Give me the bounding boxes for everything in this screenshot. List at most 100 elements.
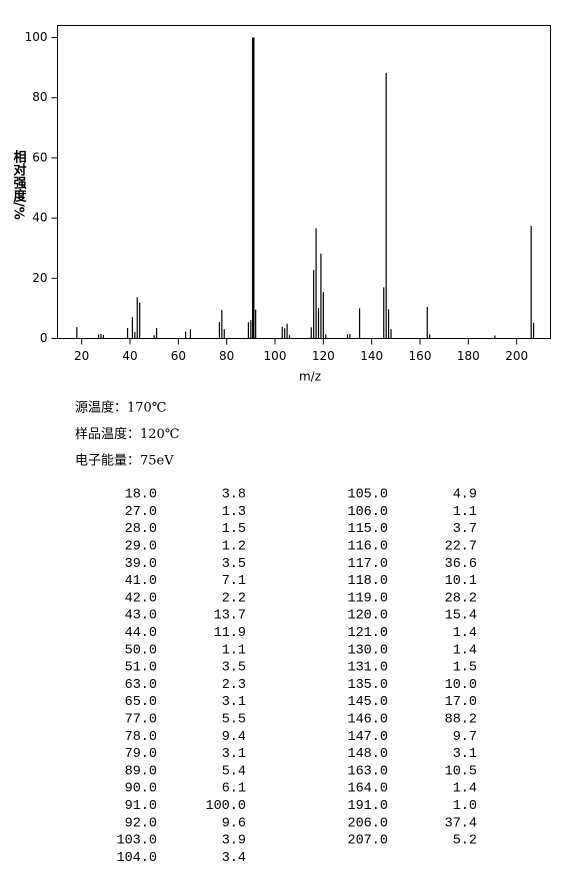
intensity-cell: 3.5 bbox=[222, 557, 246, 572]
mz-cell: 117.0 bbox=[347, 557, 388, 572]
mz-cell: 91.0 bbox=[125, 799, 157, 814]
intensity-cell: 22.7 bbox=[445, 539, 477, 554]
intensity-cell: 1.3 bbox=[222, 505, 246, 520]
mz-cell: 44.0 bbox=[125, 626, 157, 641]
bar bbox=[390, 329, 392, 339]
mz-cell: 27.0 bbox=[125, 505, 157, 520]
x-tick-label: 100 bbox=[264, 349, 287, 363]
y-tick-label: 80 bbox=[32, 90, 47, 104]
intensity-cell: 3.9 bbox=[222, 834, 246, 849]
bar bbox=[322, 292, 324, 339]
x-tick-label: 120 bbox=[312, 349, 335, 363]
mz-cell: 121.0 bbox=[347, 626, 388, 641]
bar bbox=[313, 270, 315, 339]
bar bbox=[76, 327, 78, 339]
intensity-cell: 2.3 bbox=[222, 678, 246, 693]
bar bbox=[310, 327, 312, 339]
intensity-cell: 37.4 bbox=[445, 816, 477, 831]
intensity-cell: 9.6 bbox=[222, 816, 246, 831]
bar bbox=[250, 320, 252, 339]
mz-cell: 147.0 bbox=[347, 730, 388, 745]
mz-cell: 51.0 bbox=[125, 661, 157, 676]
bar bbox=[247, 322, 250, 339]
intensity-cell: 3.8 bbox=[222, 488, 246, 503]
x-tick-label: 40 bbox=[122, 349, 137, 363]
mz-cell: 29.0 bbox=[125, 539, 157, 554]
intensity-cell: 28.2 bbox=[445, 591, 477, 606]
x-tick-label: 60 bbox=[171, 349, 186, 363]
mz-cell: 63.0 bbox=[125, 678, 157, 693]
bar bbox=[136, 297, 138, 339]
intensity-cell: 13.7 bbox=[214, 609, 246, 624]
bar bbox=[358, 308, 361, 339]
intensity-cell: 3.1 bbox=[222, 747, 246, 762]
bar bbox=[102, 334, 105, 339]
bar bbox=[184, 331, 187, 339]
bar bbox=[134, 331, 136, 339]
bar bbox=[281, 326, 283, 339]
bar bbox=[385, 73, 387, 339]
x-tick-label: 160 bbox=[409, 349, 432, 363]
x-tick-label: 180 bbox=[457, 349, 480, 363]
x-tick-label: 140 bbox=[360, 349, 383, 363]
mz-cell: 41.0 bbox=[125, 574, 157, 589]
bar bbox=[223, 329, 225, 339]
y-tick-label: 20 bbox=[32, 271, 47, 285]
bar bbox=[100, 333, 102, 339]
bar bbox=[387, 309, 390, 339]
mz-cell: 89.0 bbox=[125, 764, 157, 779]
bar bbox=[429, 334, 431, 339]
plot-frame bbox=[57, 25, 551, 339]
mz-cell: 79.0 bbox=[125, 747, 157, 762]
mz-cell: 118.0 bbox=[347, 574, 388, 589]
intensity-cell: 3.4 bbox=[222, 851, 246, 866]
bar bbox=[426, 306, 428, 339]
y-tick-label: 0 bbox=[40, 331, 48, 345]
intensity-cell: 9.7 bbox=[453, 730, 477, 745]
condition: 源温度：170℃ bbox=[75, 400, 166, 416]
intensity-cell: 3.1 bbox=[222, 695, 246, 710]
bar bbox=[317, 308, 320, 339]
bar bbox=[189, 329, 192, 339]
intensity-cell: 1.5 bbox=[222, 522, 246, 537]
mz-cell: 120.0 bbox=[347, 609, 388, 624]
bar bbox=[320, 253, 322, 339]
mz-cell: 42.0 bbox=[125, 591, 157, 606]
mz-cell: 146.0 bbox=[347, 712, 388, 727]
mz-cell: 145.0 bbox=[347, 695, 388, 710]
bar bbox=[155, 327, 158, 339]
mz-cell: 206.0 bbox=[347, 816, 388, 831]
intensity-cell: 1.4 bbox=[453, 626, 477, 641]
bar bbox=[315, 228, 317, 339]
intensity-cell: 7.1 bbox=[222, 574, 246, 589]
mz-cell: 103.0 bbox=[116, 834, 157, 849]
x-tick-label: 20 bbox=[74, 349, 89, 363]
intensity-cell: 3.1 bbox=[453, 747, 477, 762]
mz-cell: 131.0 bbox=[347, 661, 388, 676]
bar bbox=[97, 334, 100, 339]
intensity-cell: 6.1 bbox=[222, 782, 246, 797]
mz-cell: 164.0 bbox=[347, 782, 388, 797]
mz-cell: 135.0 bbox=[347, 678, 388, 693]
intensity-cell: 1.4 bbox=[453, 782, 477, 797]
intensity-cell: 1.1 bbox=[222, 643, 246, 658]
mz-cell: 28.0 bbox=[125, 522, 157, 537]
mz-cell: 43.0 bbox=[125, 609, 157, 624]
bar bbox=[532, 322, 535, 339]
intensity-cell: 1.2 bbox=[222, 539, 246, 554]
intensity-cell: 10.5 bbox=[445, 764, 477, 779]
bar bbox=[286, 323, 288, 339]
bar bbox=[252, 37, 255, 339]
bar bbox=[153, 335, 155, 339]
x-tick-label: 80 bbox=[219, 349, 234, 363]
bar bbox=[325, 334, 327, 339]
bar bbox=[288, 335, 291, 339]
y-tick-label: 100 bbox=[25, 30, 48, 44]
mz-cell: 92.0 bbox=[125, 816, 157, 831]
mz-cell: 50.0 bbox=[125, 643, 157, 658]
intensity-cell: 5.5 bbox=[222, 712, 246, 727]
intensity-cell: 5.2 bbox=[453, 834, 477, 849]
intensity-cell: 3.7 bbox=[453, 522, 477, 537]
bar bbox=[131, 317, 134, 339]
